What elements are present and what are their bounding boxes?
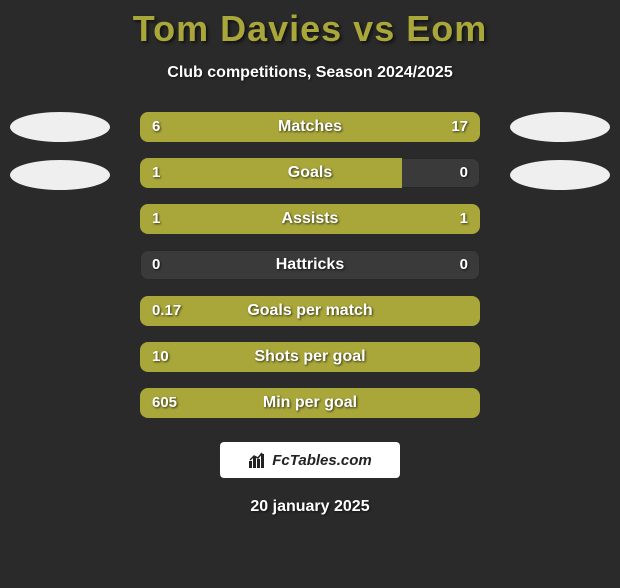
stat-value-right: 1 [460,204,468,234]
stat-label: Goals per match [140,296,480,326]
footer-date: 20 january 2025 [0,498,620,516]
chart-icon [248,451,266,469]
stat-value-right: 0 [460,250,468,280]
player-badge-placeholder [510,112,610,142]
stat-label: Shots per goal [140,342,480,372]
stat-label: Min per goal [140,388,480,418]
stat-row: 0Hattricks0 [140,250,480,280]
stat-row: 10Shots per goal [140,342,480,372]
stat-row: 0.17Goals per match [140,296,480,326]
stat-label: Hattricks [140,250,480,280]
stat-label: Matches [140,112,480,142]
stat-value-right: 0 [460,158,468,188]
player-badge-placeholder [10,112,110,142]
player-badge-placeholder [510,160,610,190]
brand-badge[interactable]: FcTables.com [220,442,400,478]
left-player-badges [10,112,110,208]
comparison-content: 6Matches171Goals01Assists10Hattricks00.1… [0,112,620,418]
page-title: Tom Davies vs Eom [0,8,620,50]
stat-row: 6Matches17 [140,112,480,142]
stat-label: Goals [140,158,480,188]
stat-row: 605Min per goal [140,388,480,418]
stat-label: Assists [140,204,480,234]
brand-text: FcTables.com [272,452,371,469]
stat-row: 1Assists1 [140,204,480,234]
stat-row: 1Goals0 [140,158,480,188]
subtitle: Club competitions, Season 2024/2025 [0,64,620,82]
player-badge-placeholder [10,160,110,190]
comparison-bars: 6Matches171Goals01Assists10Hattricks00.1… [140,112,480,418]
right-player-badges [510,112,610,208]
stat-value-right: 17 [451,112,468,142]
